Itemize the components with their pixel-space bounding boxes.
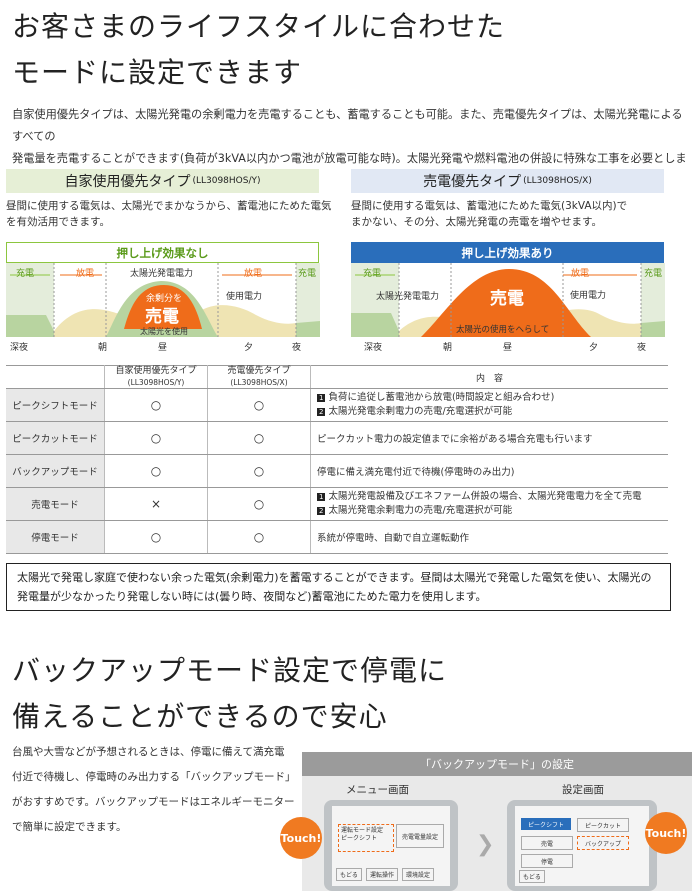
sell-priority-diagram [351, 263, 665, 337]
page-title-line2: モードに設定できます [12, 56, 303, 89]
pv-power-label-r: 太陽光発電電力 [376, 292, 440, 302]
no-pushup-pill: 押し上げ効果なし [6, 242, 319, 263]
sell-label: 売電 [145, 307, 179, 327]
axis-noon: 昼 [158, 343, 168, 353]
table-row: 売電モード × ○ 1 太陽光発電設備及びエネファーム併設の場合、太陽光発電電力を… [6, 487, 668, 521]
mode-setting-button[interactable]: 運転モード設定 ピークシフト [338, 824, 394, 852]
backup-panel-title: 「バックアップモード」の設定 [302, 752, 692, 776]
pv-power-label: 太陽光発電電力 [130, 269, 194, 279]
env-setting-button[interactable]: 環境設定 [402, 868, 435, 881]
charge-label-2: 充電 [298, 269, 317, 279]
axis-midnight-r: 深夜 [364, 343, 383, 353]
usage-label: 使用電力 [226, 292, 263, 302]
table-row: ピークカットモード ○ ○ ピークカット電力の設定値までに余裕がある場合充電も行… [6, 421, 668, 455]
axis-evening-r: 夕 [589, 343, 599, 353]
charge-label-r: 充電 [363, 269, 382, 279]
outage-option[interactable]: 停電 [521, 854, 573, 868]
operation-button[interactable]: 運転操作 [366, 868, 399, 881]
axis-morning-r: 朝 [443, 343, 453, 353]
sell-priority-type-header: 売電優先タイプ (LL3098HOS/X) [351, 169, 664, 193]
discharge-label: 放電 [76, 269, 95, 279]
discharge-label-r: 放電 [571, 269, 590, 279]
section-title-line2: 備えることができるので安心 [12, 700, 388, 733]
sell-option[interactable]: 売電 [521, 836, 573, 850]
reduce-label: 太陽光の使用をへらして [456, 325, 550, 335]
menu-screen-title: メニュー画面 [346, 784, 409, 796]
back-button-2[interactable]: もどる [519, 870, 545, 883]
backup-desc: 台風や大雪などが予想されるときは、停電に備えて満充電 付近で待機し、停電時のみ出力… [12, 746, 296, 833]
self-use-diagram [6, 263, 320, 337]
axis-noon-r: 昼 [503, 343, 513, 353]
usage-label-r: 使用電力 [570, 291, 607, 301]
sell-label-r: 売電 [490, 289, 524, 309]
setting-screen-title: 設定画面 [562, 784, 604, 796]
backup-panel: 「バックアップモード」の設定 メニュー画面 設定画面 運転モード設定 ピークシフト… [280, 752, 692, 891]
surplus-label: 余剰分を [146, 294, 183, 304]
axis-morning: 朝 [98, 343, 108, 353]
mode-table: 自家使用優先タイプ (LL3098HOS/Y) 売電優先タイプ (LL3098HOS… [6, 365, 668, 554]
table-row: ピークシフトモード ○ ○ 1 負荷に追従し蓄電池から放電(時間設定と組み合わせ)… [6, 388, 668, 422]
chevron-right-icon: ❯ [476, 832, 495, 857]
menu-screen: 運転モード設定 ピークシフト 売電電量設定 もどる 運転操作 環境設定 [324, 800, 458, 891]
charge-label: 充電 [16, 269, 35, 279]
charge-label-r2: 充電 [644, 269, 663, 279]
self-use-type-header: 自家使用優先タイプ (LL3098HOS/Y) [6, 169, 319, 193]
setting-screen: ピークシフト ピークカット 売電 バックアップ 停電 もどる [507, 800, 657, 891]
table-head-y: 自家使用優先タイプ (LL3098HOS/Y) [104, 365, 208, 389]
pv-use-label: 太陽光を使用 [140, 327, 188, 336]
touch-badge-right: Touch! [645, 812, 687, 854]
axis-midnight: 深夜 [10, 343, 29, 353]
note-box: 太陽光で発電し家庭で使わない余った電気(余剰電力)を蓄電することができます。昼間… [6, 563, 671, 611]
table-row: 停電モード ○ ○ 系統が停電時、自動で自立運転動作 [6, 520, 668, 554]
section-title-line1: バックアップモード設定で停電に [12, 654, 448, 687]
touch-badge-left: Touch! [280, 817, 322, 859]
table-row: バックアップモード ○ ○ 停電に備え満充電付近で待機(停電時のみ出力) [6, 454, 668, 488]
back-button[interactable]: もどる [336, 868, 362, 881]
sell-priority-desc: 昼間に使用する電気は、蓄電池にためた電気(3kVA以内)で まかない、その分、太陽… [351, 200, 628, 228]
axis-evening: 夕 [244, 343, 254, 353]
axis-night-r: 夜 [637, 343, 647, 353]
peak-shift-option[interactable]: ピークシフト [521, 818, 571, 830]
discharge-label-2: 放電 [244, 269, 263, 279]
table-head-content: 内 容 [310, 365, 668, 389]
backup-option[interactable]: バックアップ [577, 836, 629, 850]
axis-night: 夜 [292, 343, 302, 353]
page-title-line1: お客さまのライフスタイルに合わせた [12, 10, 506, 43]
self-use-desc: 昼間に使用する電気は、太陽光でまかなうから、蓄電池にためた電気 を有効活用できます… [6, 200, 332, 228]
pushup-pill: 押し上げ効果あり [351, 242, 664, 263]
peak-cut-option[interactable]: ピークカット [577, 818, 629, 832]
table-head-empty [6, 365, 105, 389]
table-head-x: 売電優先タイプ (LL3098HOS/X) [207, 365, 311, 389]
sell-setting-button[interactable]: 売電電量設定 [396, 824, 444, 848]
